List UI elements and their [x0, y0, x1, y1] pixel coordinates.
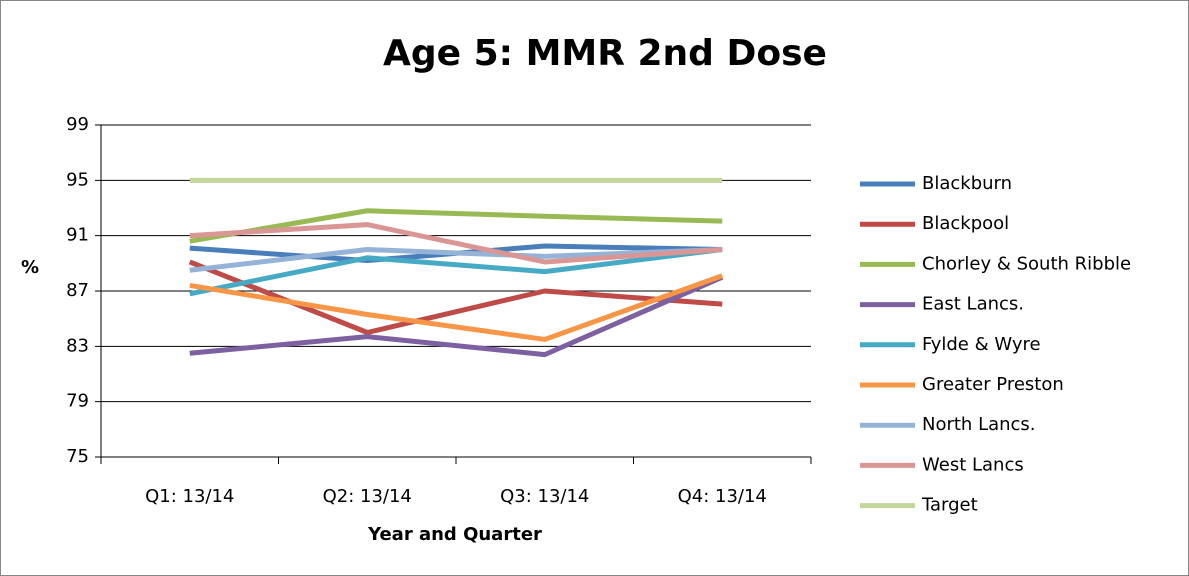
y-tick-label: 79 — [66, 391, 89, 412]
x-tick-label: Q4: 13/14 — [678, 486, 767, 507]
series-line — [189, 247, 723, 297]
y-tick-label: 91 — [66, 225, 89, 246]
series-line — [189, 247, 723, 273]
x-tick-label: Q2: 13/14 — [323, 486, 412, 507]
chart-title: Age 5: MMR 2nd Dose — [383, 33, 827, 74]
y-tick-label: 83 — [66, 335, 89, 356]
legend-label: Fylde & Wyre — [922, 334, 1041, 355]
legend-label: Chorley & South Ribble — [922, 253, 1131, 274]
series-line — [188, 259, 723, 335]
y-tick-label: 95 — [66, 169, 89, 190]
series-line — [189, 274, 724, 358]
x-tick-label: Q3: 13/14 — [500, 486, 589, 507]
y-tick-label: 87 — [66, 280, 89, 301]
series-line — [189, 273, 724, 342]
legend-label: West Lancs — [922, 454, 1024, 475]
series-line — [189, 222, 723, 265]
legend-label: Target — [921, 495, 978, 516]
legend-label: East Lancs. — [922, 294, 1024, 315]
y-tick-label: 99 — [66, 114, 89, 135]
y-axis-title: % — [21, 257, 39, 278]
x-axis-title: Year and Quarter — [367, 524, 542, 545]
x-tick-label: Q1: 13/14 — [145, 486, 234, 507]
series-line — [189, 208, 723, 244]
legend-label: Blackburn — [922, 173, 1012, 194]
legend-label: Greater Preston — [922, 374, 1064, 395]
legend-label: North Lancs. — [922, 414, 1036, 435]
legend-label: Blackpool — [922, 213, 1009, 234]
y-tick-label: 75 — [66, 446, 89, 467]
